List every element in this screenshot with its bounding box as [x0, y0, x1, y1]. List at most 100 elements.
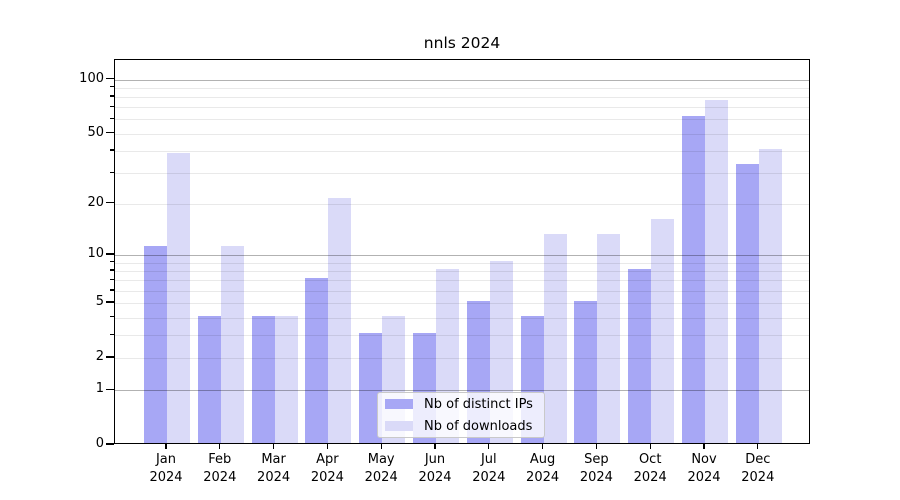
x-tick-mark	[488, 444, 490, 449]
gridline-major	[115, 390, 809, 392]
y-tick-mark	[106, 388, 114, 390]
x-tick-label-month: Oct	[638, 452, 662, 467]
y-minor-tick-mark	[109, 278, 114, 280]
x-tick-label-year: 2024	[633, 470, 667, 485]
gridline-minor	[115, 303, 809, 305]
y-tick-label: 10	[87, 246, 104, 262]
x-tick-mark	[595, 444, 597, 449]
y-minor-tick-mark	[109, 149, 114, 151]
y-tick-label: 2	[95, 348, 104, 364]
y-tick-mark	[106, 132, 114, 134]
y-minor-tick-mark	[109, 316, 114, 318]
x-tick-mark	[326, 444, 328, 449]
x-tick-label-month: Feb	[208, 452, 232, 467]
bar-downloads	[167, 152, 190, 443]
bar-distinct-ips	[574, 301, 598, 443]
x-tick-label-year: 2024	[149, 470, 183, 485]
bar-distinct-ips	[359, 333, 383, 443]
y-minor-tick-mark	[109, 117, 114, 120]
y-tick-mark	[106, 77, 114, 80]
bar-downloads	[274, 315, 298, 443]
y-tick-label: 5	[95, 294, 104, 310]
legend-label: Nb of distinct IPs	[424, 396, 533, 412]
x-tick-label-year: 2024	[257, 470, 291, 485]
x-tick-label-month: May	[367, 452, 395, 467]
bar-distinct-ips	[628, 269, 652, 443]
x-tick-label-year: 2024	[579, 470, 613, 485]
x-tick-label-year: 2024	[741, 470, 775, 485]
y-minor-tick-mark	[109, 289, 114, 291]
gridline-minor	[115, 173, 809, 174]
legend-swatch-distinct-ips	[385, 399, 413, 409]
bar-downloads	[597, 234, 621, 443]
bar-distinct-ips	[144, 246, 167, 443]
y-tick-label: 20	[87, 194, 104, 210]
bar-downloads	[543, 234, 567, 443]
x-tick-mark	[649, 444, 651, 449]
gridline-minor	[115, 271, 809, 272]
y-tick-mark	[106, 443, 114, 445]
x-tick-mark	[542, 444, 544, 449]
x-tick-label-year: 2024	[364, 470, 398, 485]
bar-distinct-ips	[735, 163, 759, 443]
x-tick-label-month: Jun	[424, 452, 446, 467]
bar-distinct-ips	[682, 116, 705, 443]
y-minor-tick-mark	[109, 171, 114, 173]
bar-distinct-ips	[251, 315, 275, 443]
legend-swatch-downloads	[385, 421, 413, 431]
y-minor-tick-mark	[109, 86, 114, 88]
x-tick-label-month: Jul	[480, 452, 497, 467]
x-tick-mark	[165, 444, 167, 449]
legend: Nb of distinct IPs Nb of downloads	[377, 392, 545, 438]
y-tick-label: 50	[87, 124, 104, 140]
y-tick-label: 0	[95, 436, 104, 451]
bar-downloads	[328, 198, 352, 443]
x-tick-mark	[434, 444, 436, 449]
x-tick-label-month: Dec	[745, 452, 771, 467]
x-tick-label-year: 2024	[526, 470, 560, 485]
bar-downloads	[651, 218, 675, 443]
gridline-minor	[115, 133, 809, 135]
y-minor-tick-mark	[109, 333, 114, 335]
y-tick-mark	[106, 253, 114, 255]
x-tick-mark	[273, 444, 275, 449]
x-tick-label-month: Jan	[155, 452, 177, 467]
x-tick-label-month: Aug	[529, 452, 556, 467]
gridline-minor	[115, 150, 809, 152]
gridline-major	[115, 79, 809, 81]
x-tick-mark	[380, 444, 382, 449]
legend-item: Nb of distinct IPs	[378, 393, 544, 415]
bar-downloads	[705, 100, 728, 443]
x-tick-label-month: Nov	[691, 452, 717, 467]
y-minor-tick-mark	[109, 95, 114, 97]
legend-label: Nb of downloads	[424, 418, 533, 434]
y-tick-mark	[106, 356, 114, 358]
gridline-minor	[115, 97, 809, 98]
bar-distinct-ips	[305, 278, 329, 443]
x-tick-label-year: 2024	[687, 470, 721, 485]
y-tick-mark	[106, 202, 114, 204]
x-tick-label-month: Mar	[261, 452, 286, 467]
gridline-minor	[115, 203, 809, 205]
y-tick-mark	[106, 301, 114, 303]
bar-distinct-ips	[197, 315, 221, 443]
x-tick-label-month: Apr	[316, 452, 339, 467]
x-tick-label-year: 2024	[418, 470, 452, 485]
y-minor-tick-mark	[109, 261, 114, 263]
y-tick-label: 1	[95, 381, 104, 397]
x-tick-label-month: Sep	[584, 452, 609, 467]
x-tick-label-year: 2024	[310, 470, 344, 485]
gridline-minor	[115, 119, 809, 121]
x-tick-mark	[703, 444, 705, 449]
gridline-minor	[115, 358, 809, 359]
y-minor-tick-mark	[109, 269, 114, 271]
x-tick-label-year: 2024	[472, 470, 506, 485]
x-tick-mark	[757, 444, 759, 449]
gridline-minor	[115, 262, 809, 264]
bar-downloads	[758, 148, 782, 443]
gridline-minor	[115, 87, 809, 89]
legend-item: Nb of downloads	[378, 415, 544, 437]
gridline-minor	[115, 317, 809, 319]
chart-title: nnls 2024	[423, 34, 501, 52]
